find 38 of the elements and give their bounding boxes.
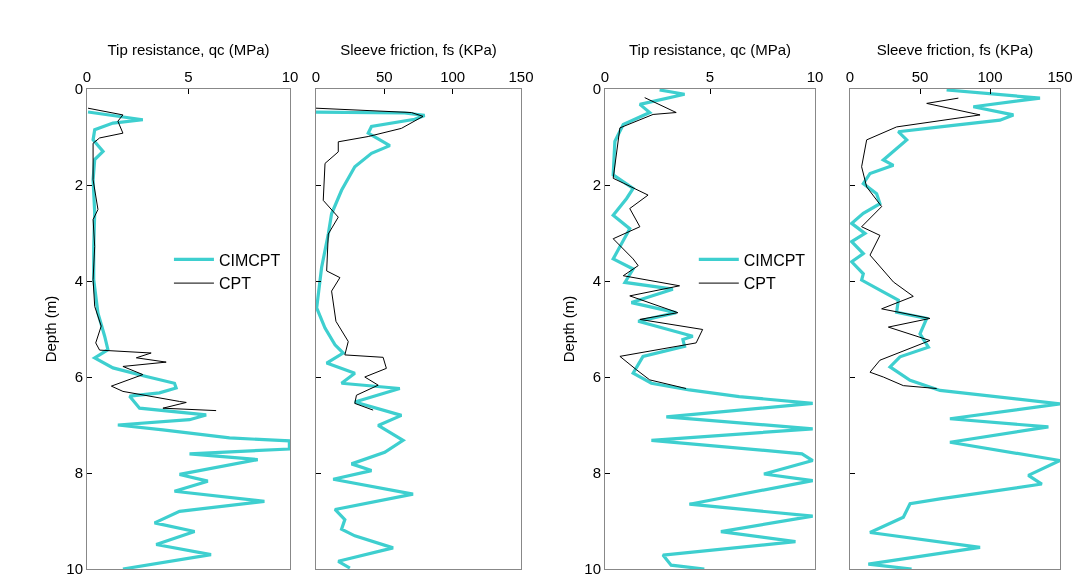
x-tick-label: 100 [977, 68, 1003, 85]
y-tick-label: 6 [592, 368, 601, 386]
legend-label: CPT [218, 275, 252, 293]
y-tick-label: 4 [592, 272, 601, 290]
y-tick-label: 0 [592, 80, 601, 98]
x-tick-label: 50 [911, 68, 929, 85]
x-tick-label: 50 [375, 68, 393, 85]
y-tick-label: 2 [74, 176, 83, 194]
line-series [611, 89, 815, 569]
y-tick-label: 4 [74, 272, 83, 290]
legend-label: CIMCPT [218, 251, 281, 269]
y-tick-label: 10 [584, 560, 601, 578]
x-tick-label: 10 [806, 68, 824, 85]
y-tick-label: 8 [74, 464, 83, 482]
y-tick-label: 10 [66, 560, 83, 578]
x-tick-label: 150 [1047, 68, 1073, 85]
y-tick-label: 2 [592, 176, 601, 194]
x-tick-label: 5 [184, 68, 193, 85]
y-tick-label: 6 [74, 368, 83, 386]
x-tick-label: 0 [311, 68, 321, 85]
line-series [87, 107, 217, 412]
legend-label: CPT [743, 275, 777, 293]
x-tick-label: 10 [281, 68, 299, 85]
x-axis-title: Sleeve friction, fs (KPa) [340, 41, 497, 59]
y-tick-label: 0 [74, 80, 83, 98]
y-tick-label: 8 [592, 464, 601, 482]
y-axis-title: Depth (m) [559, 295, 577, 363]
x-axis-title: Tip resistance, qc (MPa) [629, 41, 791, 59]
line-series [612, 97, 704, 390]
x-tick-label: 100 [440, 68, 466, 85]
x-tick-label: 5 [705, 68, 715, 85]
x-tick-label: 150 [508, 68, 534, 85]
legend-label: CIMCPT [743, 251, 806, 269]
x-axis-title: Sleeve friction, fs (KPa) [876, 41, 1034, 59]
line-series [87, 110, 290, 569]
y-axis-title: Depth (m) [41, 295, 59, 363]
x-tick-label: 0 [845, 68, 855, 85]
x-axis-title: Tip resistance, qc (MPa) [107, 41, 270, 59]
